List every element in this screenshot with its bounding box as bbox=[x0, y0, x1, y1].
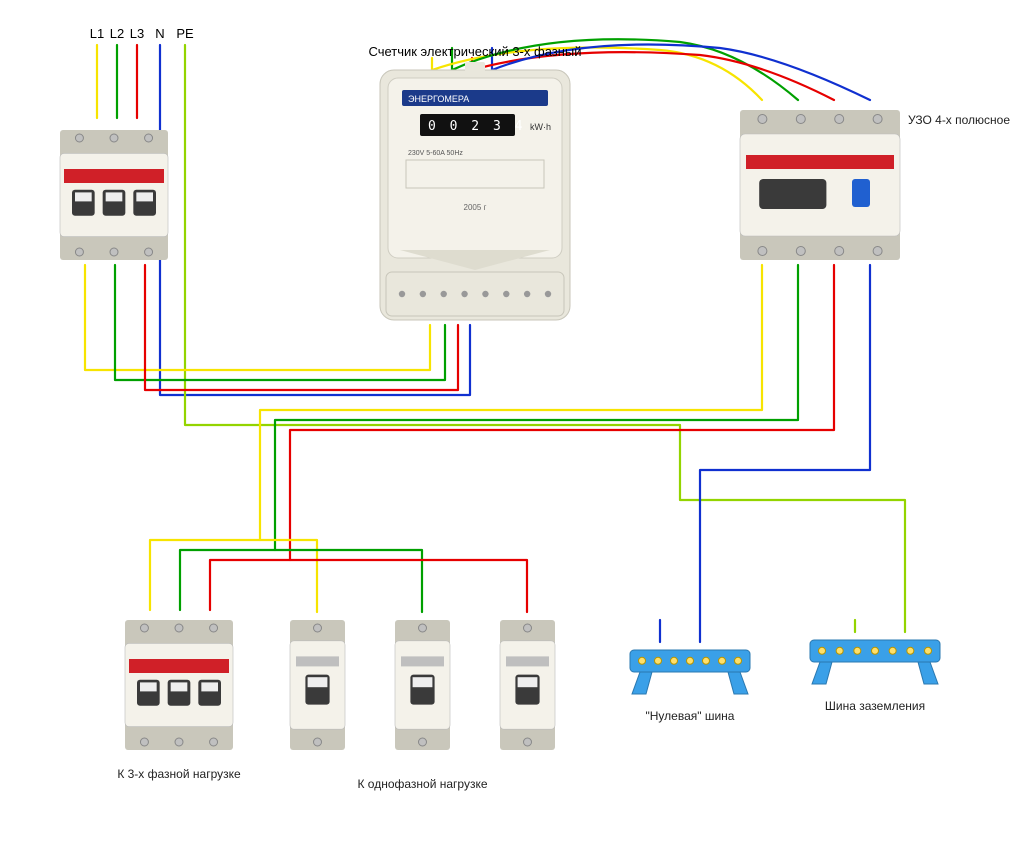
single-phase-load-label: К однофазной нагрузке bbox=[357, 777, 487, 791]
neutral-bus-label: "Нулевая" шина bbox=[646, 709, 735, 723]
meter-reading: 0 0 2 3 4 bbox=[428, 119, 525, 134]
ground-bus-label: Шина заземления bbox=[825, 699, 925, 713]
meter-brand: ЭНЕРГОМЕРА bbox=[408, 94, 469, 104]
energy-meter: ЭНЕРГОМЕРА 0 0 2 3 4 kW·h 230V 5-60A 50Hz 20… bbox=[380, 62, 570, 320]
phase-label: L2 bbox=[110, 26, 124, 41]
load-breaker-1p-3 bbox=[500, 620, 555, 750]
phase-label: PE bbox=[176, 26, 194, 41]
meter-specs: 230V 5-60A 50Hz bbox=[408, 150, 463, 157]
phase-label: L1 bbox=[90, 26, 104, 41]
load-breaker-3p bbox=[125, 620, 233, 750]
rcd-title: УЗО 4-х полюсное bbox=[908, 113, 1010, 127]
phase-label: N bbox=[155, 26, 164, 41]
rcd-4pole bbox=[740, 110, 900, 260]
load-breaker-1p-1 bbox=[290, 620, 345, 750]
three-phase-load-label: К 3-х фазной нагрузке bbox=[117, 767, 241, 781]
meter-unit: kW·h bbox=[530, 122, 551, 132]
wiring-diagram: L1 L2 L3 N PE ЭНЕРГОМЕРА 0 0 2 3 4 kW·h 230V 5-6… bbox=[0, 0, 1024, 860]
phase-label: L3 bbox=[130, 26, 144, 41]
load-breaker-1p-2 bbox=[395, 620, 450, 750]
meter-title: Счетчик электрический 3-х фазный bbox=[368, 44, 581, 59]
meter-year: 2005 г bbox=[464, 203, 487, 212]
input-breaker-3p bbox=[60, 130, 168, 260]
